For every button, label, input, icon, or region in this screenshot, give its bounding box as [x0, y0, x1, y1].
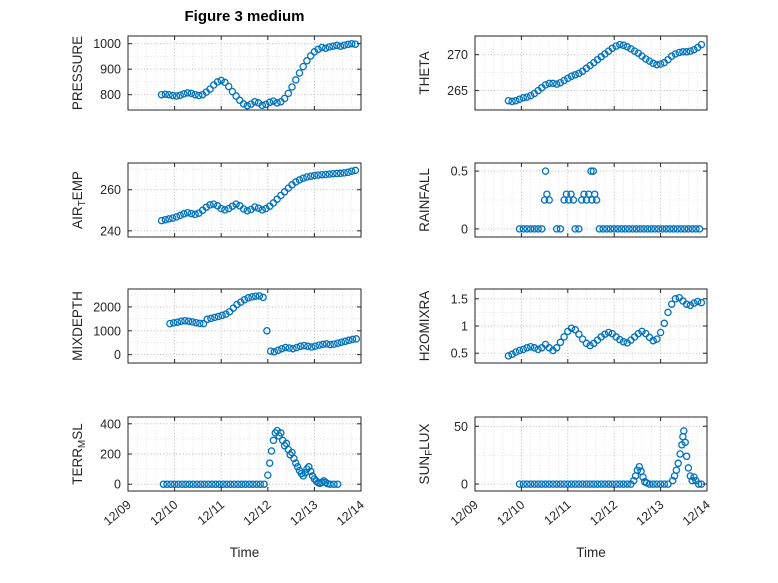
ylabel-mixdepth: MIXDEPTH	[70, 291, 85, 361]
axes-box	[127, 162, 362, 238]
data-points-terrmsl	[159, 426, 342, 488]
subplot-airtemp: 240 260 AIRTEMP	[70, 162, 362, 238]
x-tick-label: 12/13	[634, 498, 667, 529]
x-tick-label: 12/12	[241, 498, 274, 529]
ylabel-h2omixra: H2OMIXRA	[417, 291, 432, 362]
y-tick-label: 260	[100, 183, 121, 197]
y-tick-label: 270	[447, 48, 468, 62]
x-tick-label: 12/10	[148, 498, 181, 529]
y-tick-label: 0.5	[451, 165, 468, 179]
x-tick-label: 12/14	[680, 498, 713, 529]
y-tick-label: 1000	[93, 37, 121, 51]
axes-box	[127, 35, 362, 111]
ylabel-pressure: PRESSURE	[70, 36, 85, 110]
axes-box	[127, 288, 362, 364]
y-tick-label: 265	[447, 84, 468, 98]
data-points-theta	[504, 40, 706, 106]
axes-box	[474, 416, 708, 492]
x-tick-label: 12/11	[541, 498, 573, 528]
ylabel-rainfall: RAINFALL	[417, 168, 432, 232]
data-points-pressure	[157, 39, 360, 110]
y-tick-label: 1000	[93, 324, 121, 338]
y-tick-label: 2000	[93, 300, 121, 314]
subplot-terrmsl: 0 200 400 12/09 12/10 12/11 12/12 12/13 12/14 TER…	[70, 416, 367, 560]
data-points-sunflux	[515, 427, 706, 488]
data-points-airtemp	[157, 166, 360, 225]
data-points-h2omixra	[504, 293, 706, 360]
y-tick-label: 1.5	[451, 292, 468, 306]
ylabel-sunflux: SUNFLUX	[417, 424, 435, 485]
subplot-pressure: 800 900 1000 PRESSURE	[70, 35, 362, 111]
ylabel-terrmsl: TERRMSL	[70, 423, 88, 485]
y-tick-label: 400	[100, 417, 121, 431]
x-tick-label: 12/14	[334, 498, 367, 529]
y-tick-label: 0.5	[451, 347, 468, 361]
x-tick-label: 12/12	[587, 498, 620, 529]
ylabel-airtemp: AIRTEMP	[70, 171, 88, 229]
subplot-rainfall: 0 0.5 RAINFALL	[417, 162, 708, 238]
y-tick-label: 0	[114, 348, 121, 362]
y-tick-label: 240	[100, 224, 121, 238]
y-tick-label: 900	[100, 63, 121, 77]
x-tick-label: 12/09	[101, 498, 134, 529]
y-tick-label: 0	[114, 478, 121, 492]
figure-title: Figure 3 medium	[184, 8, 305, 25]
y-tick-label: 0	[461, 478, 468, 492]
x-tick-label: 12/13	[287, 498, 320, 529]
axes-box	[474, 162, 708, 238]
y-tick-label: 0	[461, 222, 468, 236]
subplot-mixdepth: 0 1000 2000 MIXDEPTH	[70, 288, 362, 364]
y-tick-label: 1	[461, 320, 468, 334]
xlabel-sunflux: Time	[576, 545, 606, 560]
subplot-h2omixra: 0.5 1 1.5 H2OMIXRA	[417, 288, 708, 364]
y-tick-label: 200	[100, 448, 121, 462]
y-tick-label: 800	[100, 88, 121, 102]
subplot-sunflux: 0 50 12/09 12/10 12/11 12/12 12/13 12/14 SUNFLUX…	[417, 416, 713, 560]
y-tick-label: 50	[454, 420, 468, 434]
x-tick-label: 12/10	[494, 498, 527, 529]
axes-box	[474, 35, 708, 111]
subplot-theta: 265 270 THETA	[417, 35, 708, 111]
x-tick-label: 12/11	[195, 498, 227, 528]
x-tick-label: 12/09	[448, 498, 481, 529]
xlabel-terrmsl: Time	[230, 545, 260, 560]
data-points-rainfall	[515, 167, 704, 233]
data-points-mixdepth	[166, 292, 361, 356]
ylabel-theta: THETA	[417, 51, 432, 94]
